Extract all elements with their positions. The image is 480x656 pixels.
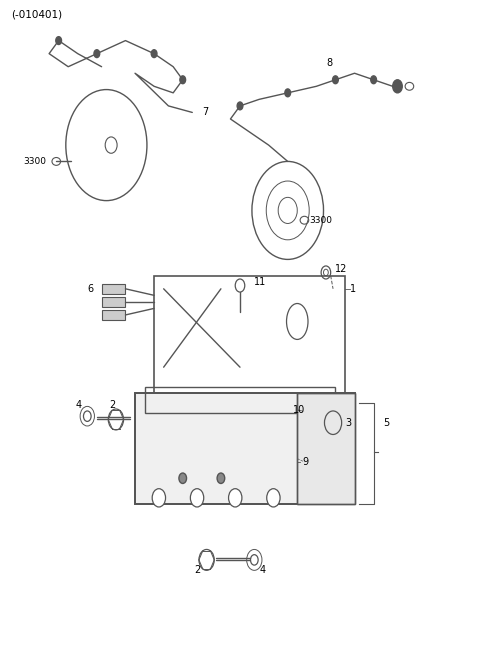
Text: 10: 10: [292, 405, 305, 415]
Bar: [135, 394, 355, 504]
Bar: [102, 297, 125, 307]
Circle shape: [333, 76, 338, 84]
Text: 1: 1: [350, 284, 356, 294]
Bar: [102, 283, 125, 294]
Bar: [144, 387, 336, 413]
Ellipse shape: [191, 489, 204, 507]
Bar: [297, 394, 355, 504]
Circle shape: [237, 102, 243, 110]
Circle shape: [180, 76, 186, 84]
Text: 3300: 3300: [23, 157, 46, 166]
Text: 2: 2: [109, 400, 115, 410]
Circle shape: [94, 50, 100, 58]
Circle shape: [285, 89, 290, 96]
Circle shape: [56, 37, 61, 45]
Text: (-010401): (-010401): [11, 9, 62, 20]
Bar: [154, 276, 345, 406]
Circle shape: [217, 473, 225, 483]
Text: 7: 7: [202, 108, 208, 117]
Ellipse shape: [152, 489, 166, 507]
Bar: [135, 394, 355, 504]
Ellipse shape: [267, 489, 280, 507]
Text: 8: 8: [326, 58, 332, 68]
Bar: [102, 310, 125, 320]
Text: 2: 2: [195, 565, 201, 575]
Text: 5: 5: [383, 418, 389, 428]
Ellipse shape: [228, 489, 242, 507]
Text: 11: 11: [254, 277, 266, 287]
Circle shape: [151, 50, 157, 58]
Text: 4: 4: [259, 565, 265, 575]
Circle shape: [393, 80, 402, 93]
Text: 3300: 3300: [309, 216, 332, 225]
Circle shape: [371, 76, 376, 84]
Bar: [297, 394, 355, 504]
Text: 6: 6: [87, 284, 94, 294]
Text: 3: 3: [345, 418, 351, 428]
Text: 4: 4: [75, 400, 82, 410]
Text: 12: 12: [336, 264, 348, 274]
Text: 9: 9: [302, 457, 308, 467]
Circle shape: [179, 473, 187, 483]
